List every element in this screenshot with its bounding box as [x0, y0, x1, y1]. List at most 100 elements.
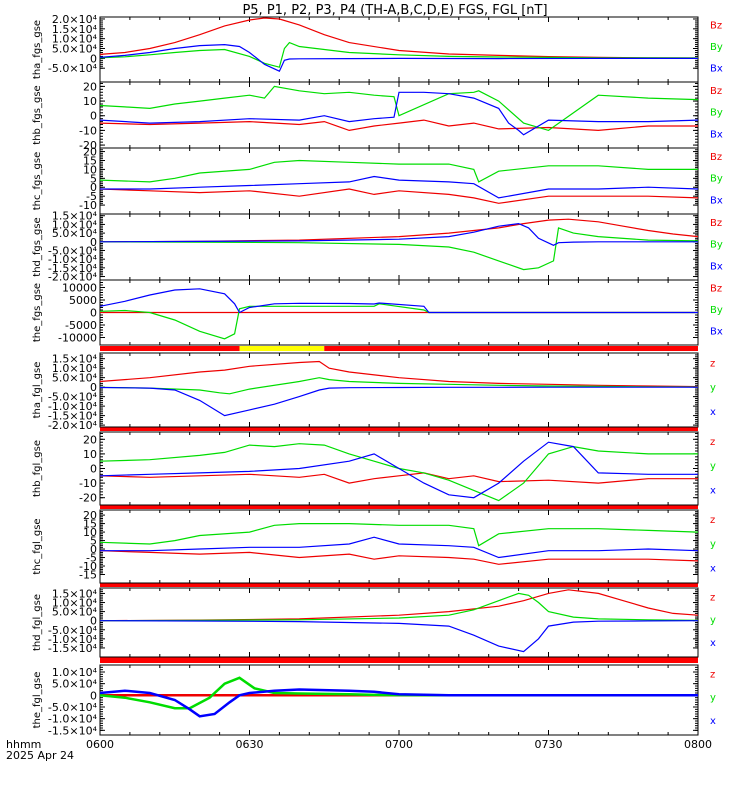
y-tick-label: -1.5×10⁴ — [48, 724, 98, 737]
series-line-bx — [100, 222, 698, 246]
series-line-y — [100, 443, 698, 502]
status-bar-segment — [100, 583, 698, 587]
x-tick-label: 0700 — [385, 738, 413, 751]
y-tick-label: -20 — [79, 492, 97, 505]
y-axis-label: thd_fgl_gse — [32, 594, 43, 651]
series-line-bx — [100, 175, 698, 199]
legend-label: y — [710, 461, 716, 472]
y-tick-label: 20 — [83, 509, 97, 522]
series-line-bz — [100, 188, 698, 204]
y-tick-label: -10 — [79, 560, 97, 573]
status-bar-segment — [239, 346, 325, 351]
legend-label: Bz — [710, 86, 722, 97]
legend-label: z — [710, 670, 715, 681]
series-line-x — [100, 386, 698, 417]
panel-frame — [99, 587, 699, 658]
y-tick-label: 10 — [83, 163, 97, 176]
y-tick-label: 0 — [90, 463, 97, 476]
legend-label: Bx — [710, 129, 723, 140]
series-line-z — [100, 360, 698, 388]
y-tick-label: -5000 — [65, 319, 97, 332]
y-tick-label: -10 — [79, 199, 97, 212]
y-tick-label: 10 — [83, 526, 97, 539]
y-tick-label: 10 — [83, 95, 97, 108]
status-bar-segment — [100, 657, 698, 663]
status-bar-segment — [100, 505, 698, 509]
y-tick-label: 0 — [90, 615, 97, 628]
x-tick-label: 0800 — [684, 738, 712, 751]
y-axis-label: the_fgs_gse — [32, 283, 43, 342]
series-line-by — [100, 159, 698, 183]
y-tick-label: 0 — [90, 307, 97, 320]
figure-title: P5, P1, P2, P3, P4 (TH-A,B,C,D,E) FGS, F… — [242, 3, 547, 18]
legend-label: x — [710, 485, 716, 496]
y-tick-label: -1.5×10⁴ — [48, 262, 98, 275]
y-tick-label: -2.0×10⁴ — [48, 271, 98, 284]
series-line-z — [100, 550, 698, 565]
y-tick-label: 2.0×10⁴ — [52, 13, 98, 26]
legend-label: x — [710, 407, 716, 418]
y-tick-label: -5.0×10⁴ — [48, 62, 98, 75]
y-axis-label: tha_fgs_gse — [32, 20, 43, 79]
y-tick-label: 0 — [90, 543, 97, 556]
footer-hhmm: hhmm — [6, 738, 41, 751]
legend-label: x — [710, 716, 716, 727]
y-tick-label: 0 — [90, 381, 97, 394]
series-line-bz — [100, 218, 698, 243]
y-tick-label: 20 — [83, 433, 97, 446]
y-tick-label: 5 — [90, 535, 97, 548]
series-line-z — [100, 472, 698, 484]
series-line-x — [100, 620, 698, 653]
y-tick-label: 20 — [83, 146, 97, 159]
y-tick-label: -2.0×10⁴ — [48, 419, 98, 432]
y-tick-label: 5.0×10⁴ — [52, 606, 98, 619]
legend-label: z — [710, 592, 715, 603]
legend-label: Bx — [710, 261, 723, 272]
legend-label: Bx — [710, 195, 723, 206]
status-bar-segment — [100, 346, 240, 351]
y-tick-label: 1.5×10⁴ — [52, 587, 98, 600]
y-tick-label: 0 — [90, 689, 97, 702]
y-tick-label: -5 — [86, 190, 97, 203]
legend-label: y — [710, 539, 716, 550]
series-line-z — [100, 589, 698, 622]
y-tick-label: -5.0×10⁴ — [48, 624, 98, 637]
y-tick-label: 10 — [83, 448, 97, 461]
y-tick-label: 5.0×10⁴ — [52, 678, 98, 691]
y-tick-label: 1.0×10⁴ — [52, 33, 98, 46]
y-tick-label: 20 — [83, 80, 97, 93]
series-line-bx — [100, 91, 698, 136]
legend-label: y — [710, 693, 716, 704]
y-tick-label: -5.0×10⁴ — [48, 701, 98, 714]
y-tick-label: 5.0×10⁴ — [52, 227, 98, 240]
y-tick-label: 0 — [90, 110, 97, 123]
series-line-by — [100, 41, 698, 68]
status-bar-segment — [100, 427, 698, 431]
y-tick-label: 5 — [90, 172, 97, 185]
series-line-x — [100, 536, 698, 559]
y-axis-label: tha_fgl_gse — [32, 362, 43, 419]
y-axis-label: thc_fgl_gse — [32, 518, 43, 574]
y-axis-label: the_fgl_gse — [32, 672, 43, 729]
legend-label: By — [710, 42, 723, 53]
y-tick-label: 0 — [90, 181, 97, 194]
y-tick-label: 0 — [90, 236, 97, 249]
series-line-bx — [100, 288, 698, 314]
series-line-bz — [100, 17, 698, 59]
y-tick-label: 1.0×10⁴ — [52, 666, 98, 679]
series-line-by — [100, 85, 698, 132]
y-tick-label: -20 — [79, 139, 97, 152]
series-line-x — [100, 688, 698, 718]
legend-label: x — [710, 638, 716, 649]
y-tick-label: 15 — [83, 154, 97, 167]
series-line-by — [100, 227, 698, 271]
panels-group: -5.0×10⁴05.0×10⁴1.0×10⁴1.5×10⁴2.0×10⁴tha… — [32, 13, 723, 751]
y-tick-label: -1.0×10⁴ — [48, 713, 98, 726]
legend-label: Bx — [710, 327, 723, 338]
status-bar-segment — [324, 346, 698, 351]
legend-label: z — [710, 358, 715, 369]
y-tick-label: 1.0×10⁴ — [52, 218, 98, 231]
series-line-y — [100, 377, 698, 395]
